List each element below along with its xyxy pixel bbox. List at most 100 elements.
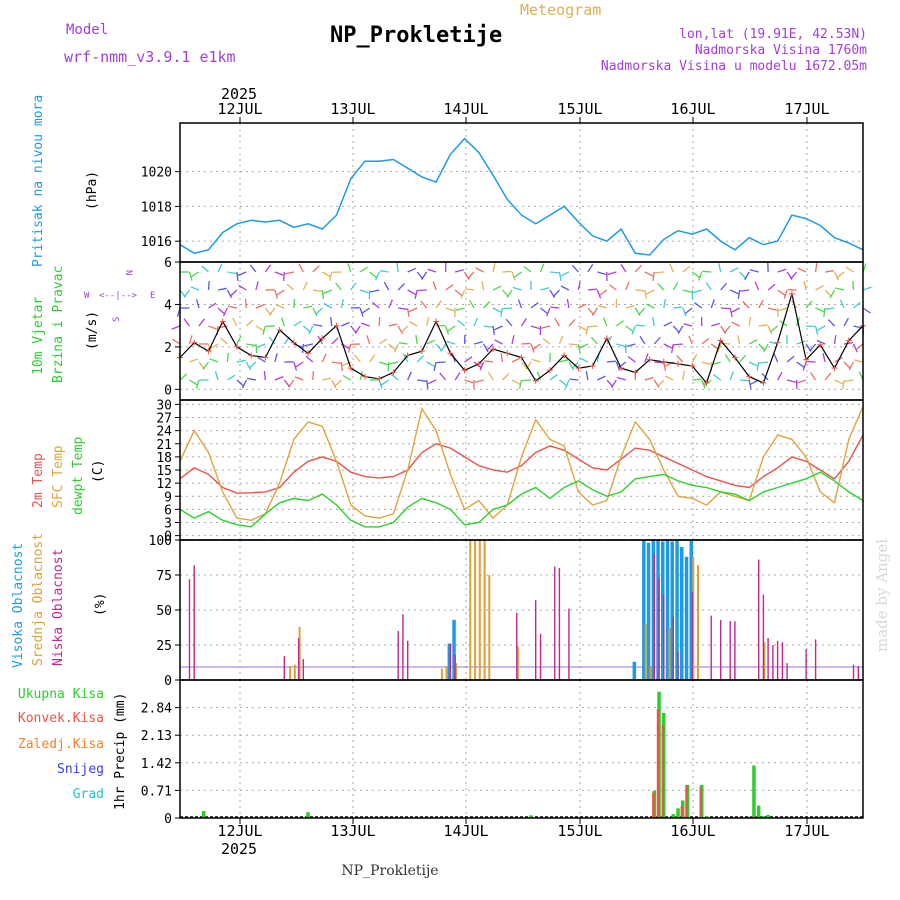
- conv-precip-bar: [685, 785, 688, 818]
- pressure-label: Pritisak na nivou mora: [31, 95, 46, 267]
- wind-barb: [853, 301, 861, 309]
- wind-barb: [523, 265, 532, 273]
- wind-barb: [739, 379, 749, 382]
- wind-barb: [796, 340, 806, 345]
- wind-barb: [237, 271, 247, 277]
- low-cloud-bar: [539, 633, 542, 680]
- wind-barb: [692, 378, 702, 381]
- wind-barb: [303, 343, 313, 347]
- wind-barb: [844, 379, 854, 382]
- wind-barb: [331, 361, 341, 365]
- wind-barb: [711, 361, 721, 366]
- pressure-line: [179, 137, 864, 256]
- wind-barb: [645, 303, 655, 309]
- day-label-bottom: 15JUL: [557, 822, 602, 840]
- wind-barb: [209, 343, 219, 350]
- wind-barb: [644, 271, 654, 277]
- temp-tick-label: 6: [164, 503, 172, 518]
- cloud-tick-label: 25: [156, 639, 172, 654]
- wind-barb: [445, 284, 454, 291]
- wind-barb: [705, 282, 712, 291]
- wind-barb: [188, 271, 193, 281]
- wind-barb: [694, 302, 703, 309]
- wind-barb: [330, 317, 333, 327]
- wind-barb: [312, 370, 315, 381]
- wind-barb: [287, 379, 295, 388]
- wind-barb: [625, 281, 630, 291]
- wind-barb: [701, 361, 711, 365]
- wind-barb: [407, 289, 416, 295]
- low-cloud-bar: [283, 656, 285, 680]
- wind-barb: [511, 335, 515, 345]
- wind-barb: [663, 321, 673, 327]
- wind-barb: [379, 270, 389, 273]
- wind-barb: [639, 336, 646, 345]
- wind-barb: [408, 307, 418, 313]
- wind-barb: [620, 264, 627, 273]
- day-label-top: 14JUL: [443, 100, 488, 118]
- low-cloud-bar: [857, 666, 859, 680]
- wind-gust-marker: [660, 358, 667, 365]
- wind-barb: [759, 361, 769, 364]
- wind-barb: [274, 375, 284, 381]
- day-label-bottom: 14JUL: [443, 822, 488, 840]
- wind-barb: [635, 324, 645, 327]
- wind-barb: [652, 271, 655, 282]
- precip-tick-label: 1.42: [141, 757, 172, 772]
- wind-barb: [511, 379, 521, 385]
- wind-barb: [590, 336, 598, 345]
- wind-barb: [302, 343, 304, 354]
- wind-barb: [389, 361, 399, 365]
- wind-barb: [217, 307, 226, 315]
- wind-barb: [539, 263, 545, 273]
- wind-barb: [321, 353, 327, 363]
- wind-barb: [492, 263, 496, 273]
- station-title: NP_Prokletije: [330, 23, 502, 48]
- wind-gust-marker: [248, 352, 255, 359]
- wind-barb: [426, 339, 436, 345]
- high-cloud-bar: [661, 541, 665, 680]
- cloud-tick-label: 0: [164, 674, 172, 689]
- total-precip-bar: [529, 815, 533, 818]
- wind-barb: [328, 271, 333, 281]
- wind-barb: [214, 371, 219, 381]
- wind-barb: [469, 299, 475, 309]
- wind-barb: [748, 379, 752, 389]
- wind-barb: [786, 379, 796, 383]
- wind-barb: [417, 289, 427, 292]
- low-cloud-bar: [193, 565, 195, 680]
- wind-barb: [371, 301, 380, 309]
- conv-precip-bar: [652, 792, 655, 818]
- wind-barb: [171, 325, 181, 330]
- wind-barb: [777, 371, 783, 381]
- wind-barb: [188, 335, 193, 345]
- wind-barb: [494, 325, 503, 331]
- wind-barb: [579, 357, 589, 363]
- high-cloud-bar: [656, 540, 660, 680]
- wind-barb: [691, 271, 700, 278]
- wind-barb: [274, 353, 278, 363]
- wind-gust-marker: [845, 337, 852, 344]
- pressure-tick-label: 1018: [141, 200, 172, 215]
- wind-barb: [425, 379, 429, 389]
- wind-barb: [407, 267, 417, 273]
- wind-tick-label: 0: [164, 383, 172, 398]
- wind-gust-marker: [347, 365, 354, 372]
- wind-barb: [398, 342, 408, 345]
- wind-barb: [335, 282, 342, 291]
- wind-barb: [797, 267, 807, 273]
- wind-barb: [245, 319, 254, 327]
- wind-barb: [540, 287, 550, 291]
- wind-barb: [710, 299, 715, 309]
- wind-barb: [256, 343, 266, 349]
- mid-cloud-bar: [692, 556, 695, 680]
- wind-barb: [232, 317, 238, 327]
- wind-barb: [305, 355, 314, 363]
- wind-barb: [354, 354, 361, 363]
- day-label-top: 12JUL: [217, 100, 262, 118]
- wind-gust-marker: [404, 352, 411, 359]
- wind-barb: [814, 263, 818, 273]
- wind-barb: [500, 307, 504, 317]
- wind-barb: [520, 318, 527, 327]
- low-cloud-bar: [535, 600, 537, 680]
